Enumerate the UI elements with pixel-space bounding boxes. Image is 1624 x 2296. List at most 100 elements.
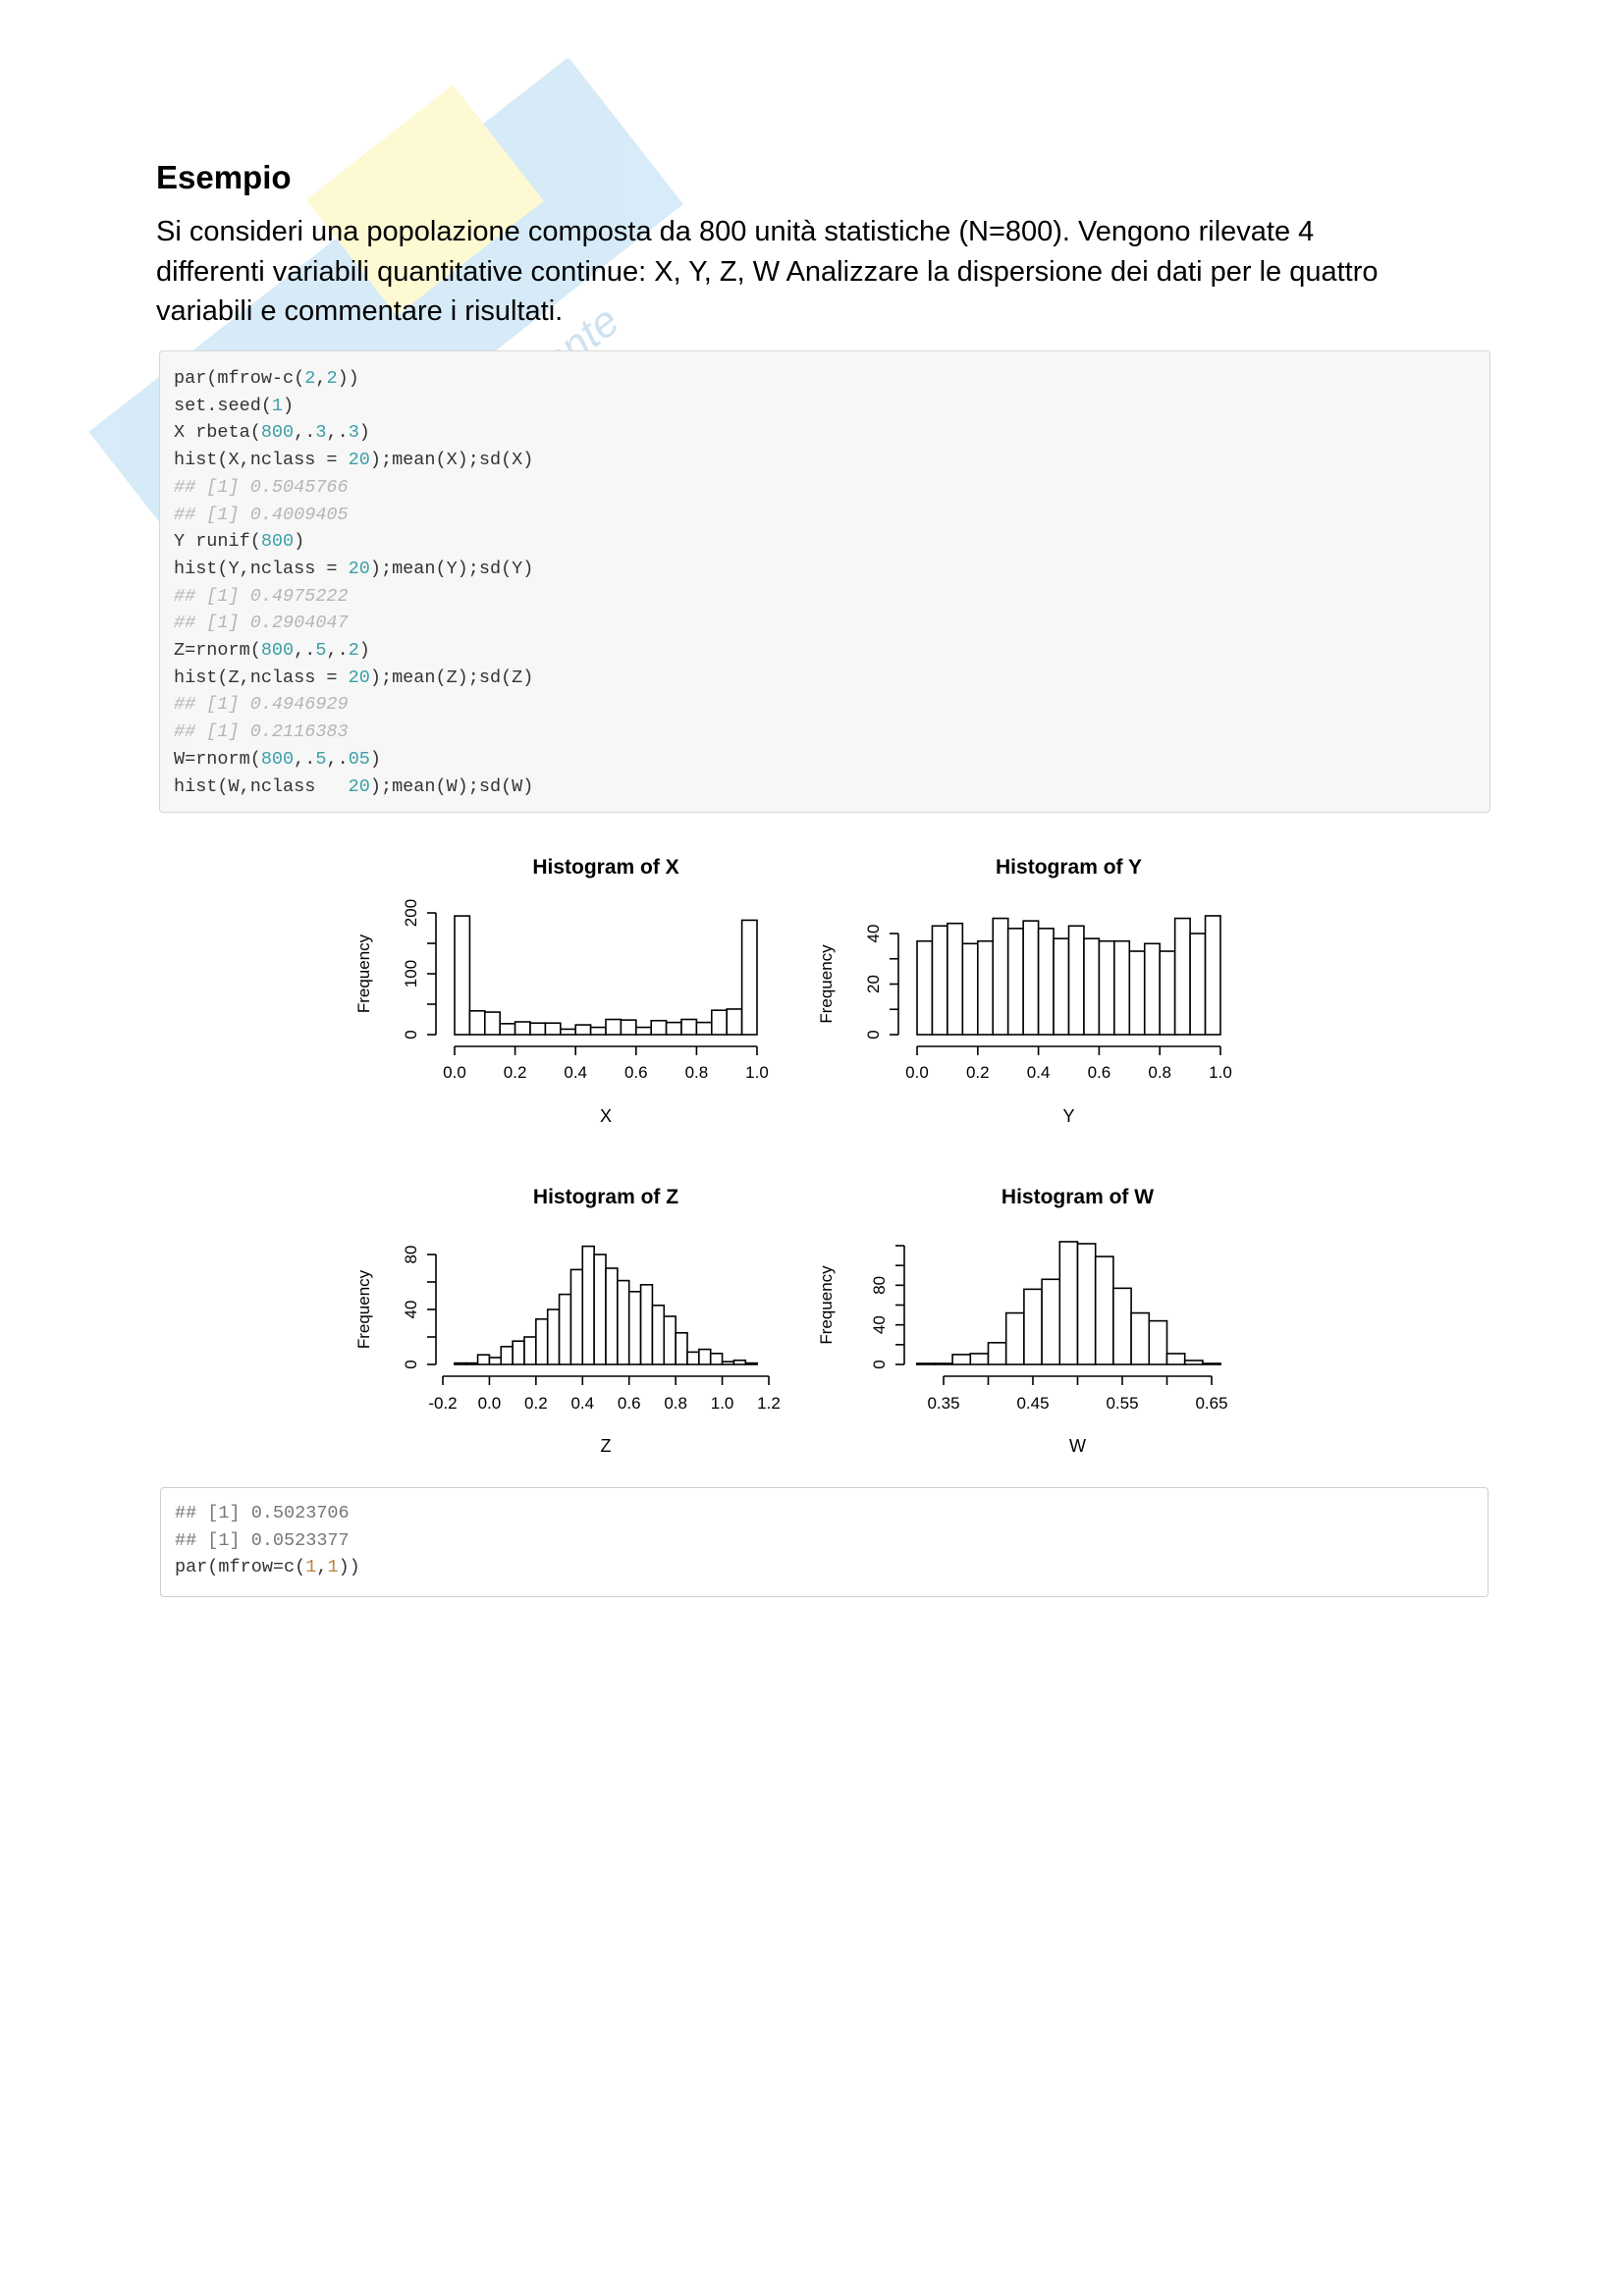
histogram-bar xyxy=(620,1019,637,1036)
histogram-bar xyxy=(934,1362,953,1365)
code-number: 20 xyxy=(348,775,370,797)
x-tick-label: 1.0 xyxy=(1209,1063,1232,1082)
histogram-bar xyxy=(1023,1288,1043,1365)
histogram-bar xyxy=(1053,937,1070,1036)
code-output: ## [1] 0.4975222 xyxy=(174,585,349,607)
histogram-bar xyxy=(1004,1311,1025,1365)
code-number: 1 xyxy=(271,395,284,416)
x-tick-label: 0.2 xyxy=(504,1063,527,1082)
histogram-bar xyxy=(951,1354,972,1365)
output-lines: ## [1] 0.5023706 ## [1] 0.0523377 par(mfro… xyxy=(175,1500,360,1581)
histogram-bar xyxy=(651,1305,666,1365)
histogram-bar xyxy=(634,1026,652,1036)
histogram-bar xyxy=(1165,1353,1186,1365)
code-number: 20 xyxy=(348,667,370,688)
y-tick-label: 0 xyxy=(864,1030,883,1039)
code-token: );mean(W);sd(W) xyxy=(369,775,534,797)
code-number: 20 xyxy=(348,450,370,471)
y-tick-label: 40 xyxy=(870,1315,889,1334)
histogram-bar xyxy=(740,919,758,1036)
histogram-bar xyxy=(1130,1311,1151,1365)
histogram-bar xyxy=(523,1336,537,1365)
code-number: 20 xyxy=(348,558,370,579)
histogram-bar xyxy=(1173,917,1191,1036)
histogram-bar xyxy=(709,1353,724,1365)
code-token: ,. xyxy=(326,748,349,770)
y-tick-label: 0 xyxy=(402,1030,420,1039)
x-axis-label: W xyxy=(1069,1436,1086,1456)
code-token: ) xyxy=(283,395,295,416)
histogram-bar xyxy=(698,1348,712,1365)
histogram-bar xyxy=(695,1021,713,1036)
y-axis-label: Frequency xyxy=(354,934,373,1013)
code-line: Z=rnorm(800,.5,.2) xyxy=(174,637,533,665)
code-number: 2 xyxy=(304,368,316,389)
x-tick-label: 0.2 xyxy=(524,1394,548,1413)
code-token: );mean(Z);sd(Z) xyxy=(369,667,534,688)
x-tick-label: 0.8 xyxy=(1148,1063,1171,1082)
y-tick-label: 40 xyxy=(402,1301,420,1319)
x-tick-label: 0.45 xyxy=(1016,1394,1049,1413)
y-axis-label: Frequency xyxy=(817,944,836,1024)
code-line: W=rnorm(800,.5,.05) xyxy=(174,746,533,774)
code-line: par(mfrow=c(1,1)) xyxy=(175,1554,360,1581)
histogram-bar xyxy=(488,1357,503,1365)
code-token: X rbeta( xyxy=(174,422,261,444)
code-token: , xyxy=(315,368,327,389)
histogram-bar xyxy=(1098,939,1115,1036)
histogram-bar xyxy=(1076,1243,1097,1365)
histogram-bar xyxy=(1204,915,1221,1036)
code-number: 1 xyxy=(305,1557,317,1578)
x-tick-label: 0.8 xyxy=(664,1394,687,1413)
histogram-bar xyxy=(916,939,934,1036)
histogram-bar xyxy=(1037,928,1055,1036)
code-token: ) xyxy=(294,531,305,553)
code-number: 05 xyxy=(348,748,370,770)
histogram-bar xyxy=(476,1354,491,1365)
x-tick-label: 1.0 xyxy=(711,1394,734,1413)
code-number: 800 xyxy=(260,640,295,662)
histogram-bar xyxy=(680,1018,698,1036)
chart-title: Histogram of W xyxy=(1001,1186,1154,1208)
code-token: par(mfrow-c( xyxy=(174,368,305,389)
x-tick-label: 0.4 xyxy=(564,1063,587,1082)
x-tick-label: 0.0 xyxy=(905,1063,929,1082)
x-axis-label: X xyxy=(600,1106,612,1126)
x-tick-label: 0.8 xyxy=(685,1063,709,1082)
code-line: hist(X,nclass = 20);mean(X);sd(X) xyxy=(174,447,533,474)
code-line: ## [1] 0.2904047 xyxy=(174,610,533,637)
r-code-block: par(mfrow-c(2,2)) set.seed(1) X rbeta(800,… xyxy=(159,350,1490,813)
histogram-bar xyxy=(1113,939,1131,1036)
histogram-z: -0.2 0.0 0.2 0.4 0.6 0.8 1.0 1.2 0 40 80 Histogram … xyxy=(354,1186,781,1456)
exercise-text-line: variabili e commentare i risultati. xyxy=(156,295,564,327)
histogram-bar xyxy=(514,1021,531,1036)
code-number: 2 xyxy=(326,368,338,389)
y-tick-label: 0 xyxy=(402,1360,420,1368)
code-line: ## [1] 0.5045766 xyxy=(174,474,533,502)
histogram-bar xyxy=(1202,1362,1221,1365)
y-tick-label: 200 xyxy=(402,899,420,927)
code-line: ## [1] 0.5023706 xyxy=(175,1500,360,1527)
x-tick-label: 0.6 xyxy=(1088,1063,1111,1082)
histogram-bar xyxy=(1094,1255,1114,1365)
histogram-bar xyxy=(947,922,964,1036)
chart-title: Histogram of Z xyxy=(533,1186,678,1208)
code-output: ## [1] 0.4946929 xyxy=(174,694,349,716)
code-token: );mean(Y);sd(Y) xyxy=(369,558,534,579)
code-token: W=rnorm( xyxy=(174,748,261,770)
code-number: 2 xyxy=(348,640,359,662)
code-line: ## [1] 0.0523377 xyxy=(175,1527,360,1555)
code-token: ) xyxy=(369,748,382,770)
x-axis-label: Y xyxy=(1062,1106,1074,1126)
chart-title: Histogram of X xyxy=(532,856,678,879)
histogram-bar xyxy=(726,1008,743,1036)
histogram-bar xyxy=(1189,933,1207,1036)
code-token: set.seed( xyxy=(174,395,272,416)
histogram-bar xyxy=(1083,937,1101,1036)
code-line: X rbeta(800,.3,.3) xyxy=(174,419,533,447)
code-token: hist(W,nclass xyxy=(174,775,349,797)
x-tick-label: 1.2 xyxy=(757,1394,781,1413)
x-tick-label: 0.55 xyxy=(1106,1394,1138,1413)
histogram-bar xyxy=(1148,1319,1168,1365)
histogram-bar xyxy=(931,925,948,1036)
